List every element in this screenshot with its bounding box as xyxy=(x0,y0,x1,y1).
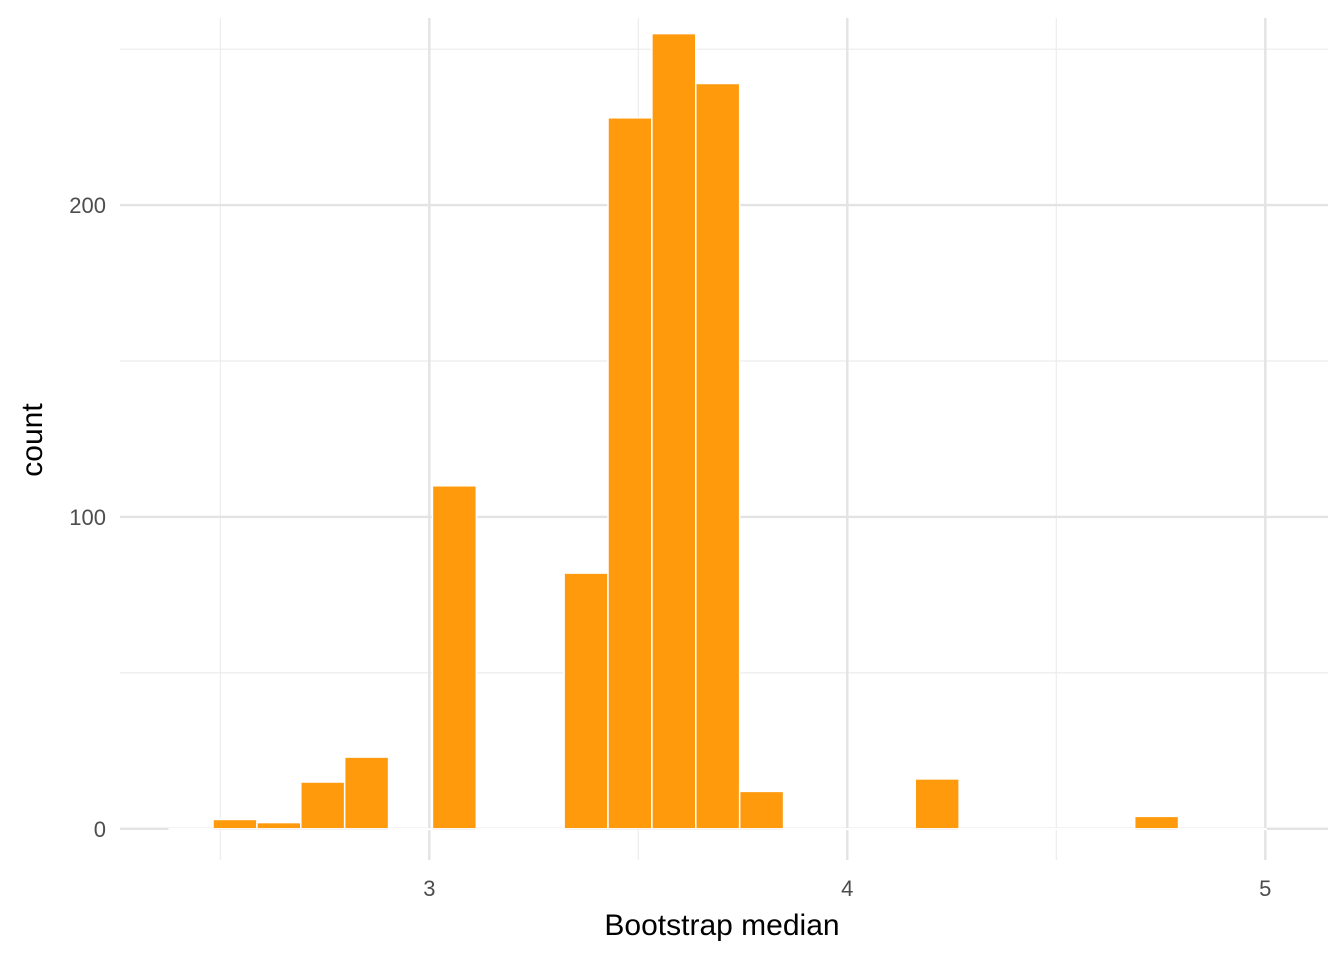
histogram-bar xyxy=(475,828,521,831)
histogram-bar xyxy=(563,572,609,830)
histogram-bar xyxy=(212,818,258,830)
y-tick-label: 0 xyxy=(94,817,106,842)
histogram-bar xyxy=(1177,828,1224,831)
y-axis-tick-labels: 0 100 200 xyxy=(69,193,106,842)
histogram-bar xyxy=(387,828,434,831)
histogram-bar xyxy=(168,828,214,831)
histogram-bar xyxy=(1002,828,1048,831)
histogram-bar xyxy=(431,485,478,830)
x-tick-label: 4 xyxy=(841,876,853,901)
y-axis-title: count xyxy=(16,403,49,477)
histogram-bar xyxy=(519,828,565,831)
histogram-bar xyxy=(343,756,390,830)
histogram-bar xyxy=(914,778,960,830)
histogram-bar xyxy=(695,82,741,830)
x-axis-tick-labels: 3 4 5 xyxy=(423,876,1271,901)
histogram-bar xyxy=(826,828,873,831)
x-axis-title: Bootstrap median xyxy=(604,909,839,942)
histogram-bar xyxy=(782,828,829,831)
histogram-bars xyxy=(168,32,1268,831)
histogram-bar xyxy=(1221,828,1268,831)
histogram-bar xyxy=(1046,828,1092,831)
x-tick-label: 3 xyxy=(423,876,435,901)
histogram-bar xyxy=(300,781,346,830)
histogram-bar xyxy=(738,790,785,830)
histogram-bar xyxy=(1090,828,1136,831)
histogram-bar xyxy=(256,821,302,830)
y-tick-label: 100 xyxy=(69,505,106,530)
histogram-bar xyxy=(870,828,916,831)
x-tick-label: 5 xyxy=(1259,876,1271,901)
histogram-bar xyxy=(651,32,697,830)
y-tick-label: 200 xyxy=(69,193,106,218)
histogram-bar xyxy=(607,117,653,830)
histogram-bar xyxy=(958,828,1004,831)
histogram-bar xyxy=(1133,815,1180,830)
